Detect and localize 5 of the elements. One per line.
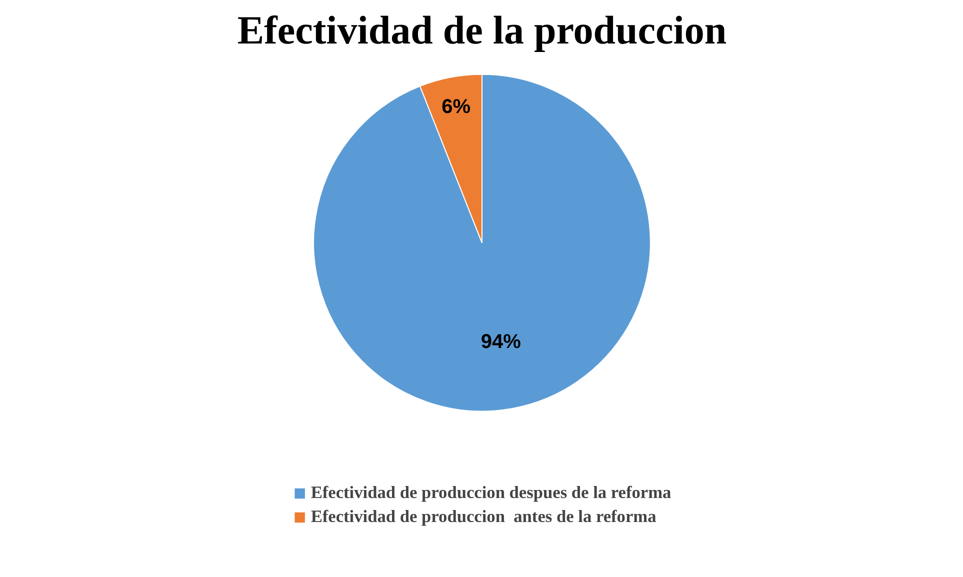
legend-label: Efectividad de produccion antes de la reforma [310, 507, 656, 527]
data-label: 6% [442, 96, 471, 118]
legend-label: Efectividad de produccion despues de la reforma [310, 483, 672, 503]
data-label: 94% [480, 331, 522, 354]
chart-title: Efectividad de la produccion [237, 8, 727, 52]
